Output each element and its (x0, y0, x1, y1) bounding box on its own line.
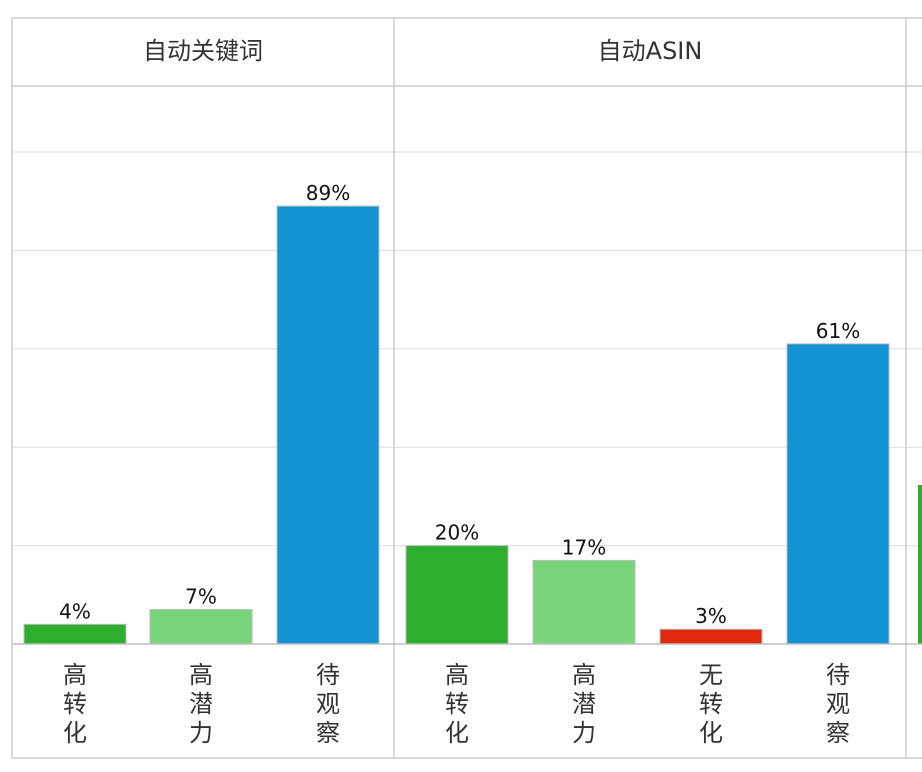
bar (276, 205, 380, 645)
category-label: 高转化 (63, 661, 87, 747)
partial-panel-cut-off (906, 485, 922, 645)
grid-layer (11, 17, 922, 759)
category-label: 待观察 (316, 661, 340, 747)
bar (786, 343, 890, 645)
data-label: 3% (695, 604, 727, 628)
data-label: 89% (306, 181, 350, 205)
category-label: 高潜力 (189, 661, 213, 747)
category-label: 无转化 (699, 661, 723, 747)
panel-1: 自动关键词 4% 高转化 7% 高潜力 89% 待观察 (12, 37, 394, 747)
bar-cut-off (918, 485, 922, 644)
bar (149, 609, 253, 645)
panels-layer: 自动关键词 4% 高转化 7% 高潜力 89% 待观察 自动ASIN 20% 高转化 17% 高潜力 3… (12, 37, 906, 747)
data-label: 7% (185, 585, 217, 609)
panel-2: 自动ASIN 20% 高转化 17% 高潜力 3% 无转化 61% 待观察 (394, 37, 906, 747)
data-label: 17% (562, 535, 606, 559)
bar (532, 559, 636, 645)
bar (405, 545, 509, 645)
category-label: 高潜力 (572, 661, 596, 747)
data-label: 20% (435, 521, 479, 545)
panel-title: 自动ASIN (598, 37, 703, 65)
panel-title: 自动关键词 (143, 37, 263, 65)
bar (659, 628, 763, 645)
data-label: 61% (816, 319, 860, 343)
category-label: 高转化 (445, 661, 469, 747)
data-label: 4% (59, 599, 91, 623)
bar (23, 623, 127, 645)
category-label: 待观察 (826, 661, 850, 747)
